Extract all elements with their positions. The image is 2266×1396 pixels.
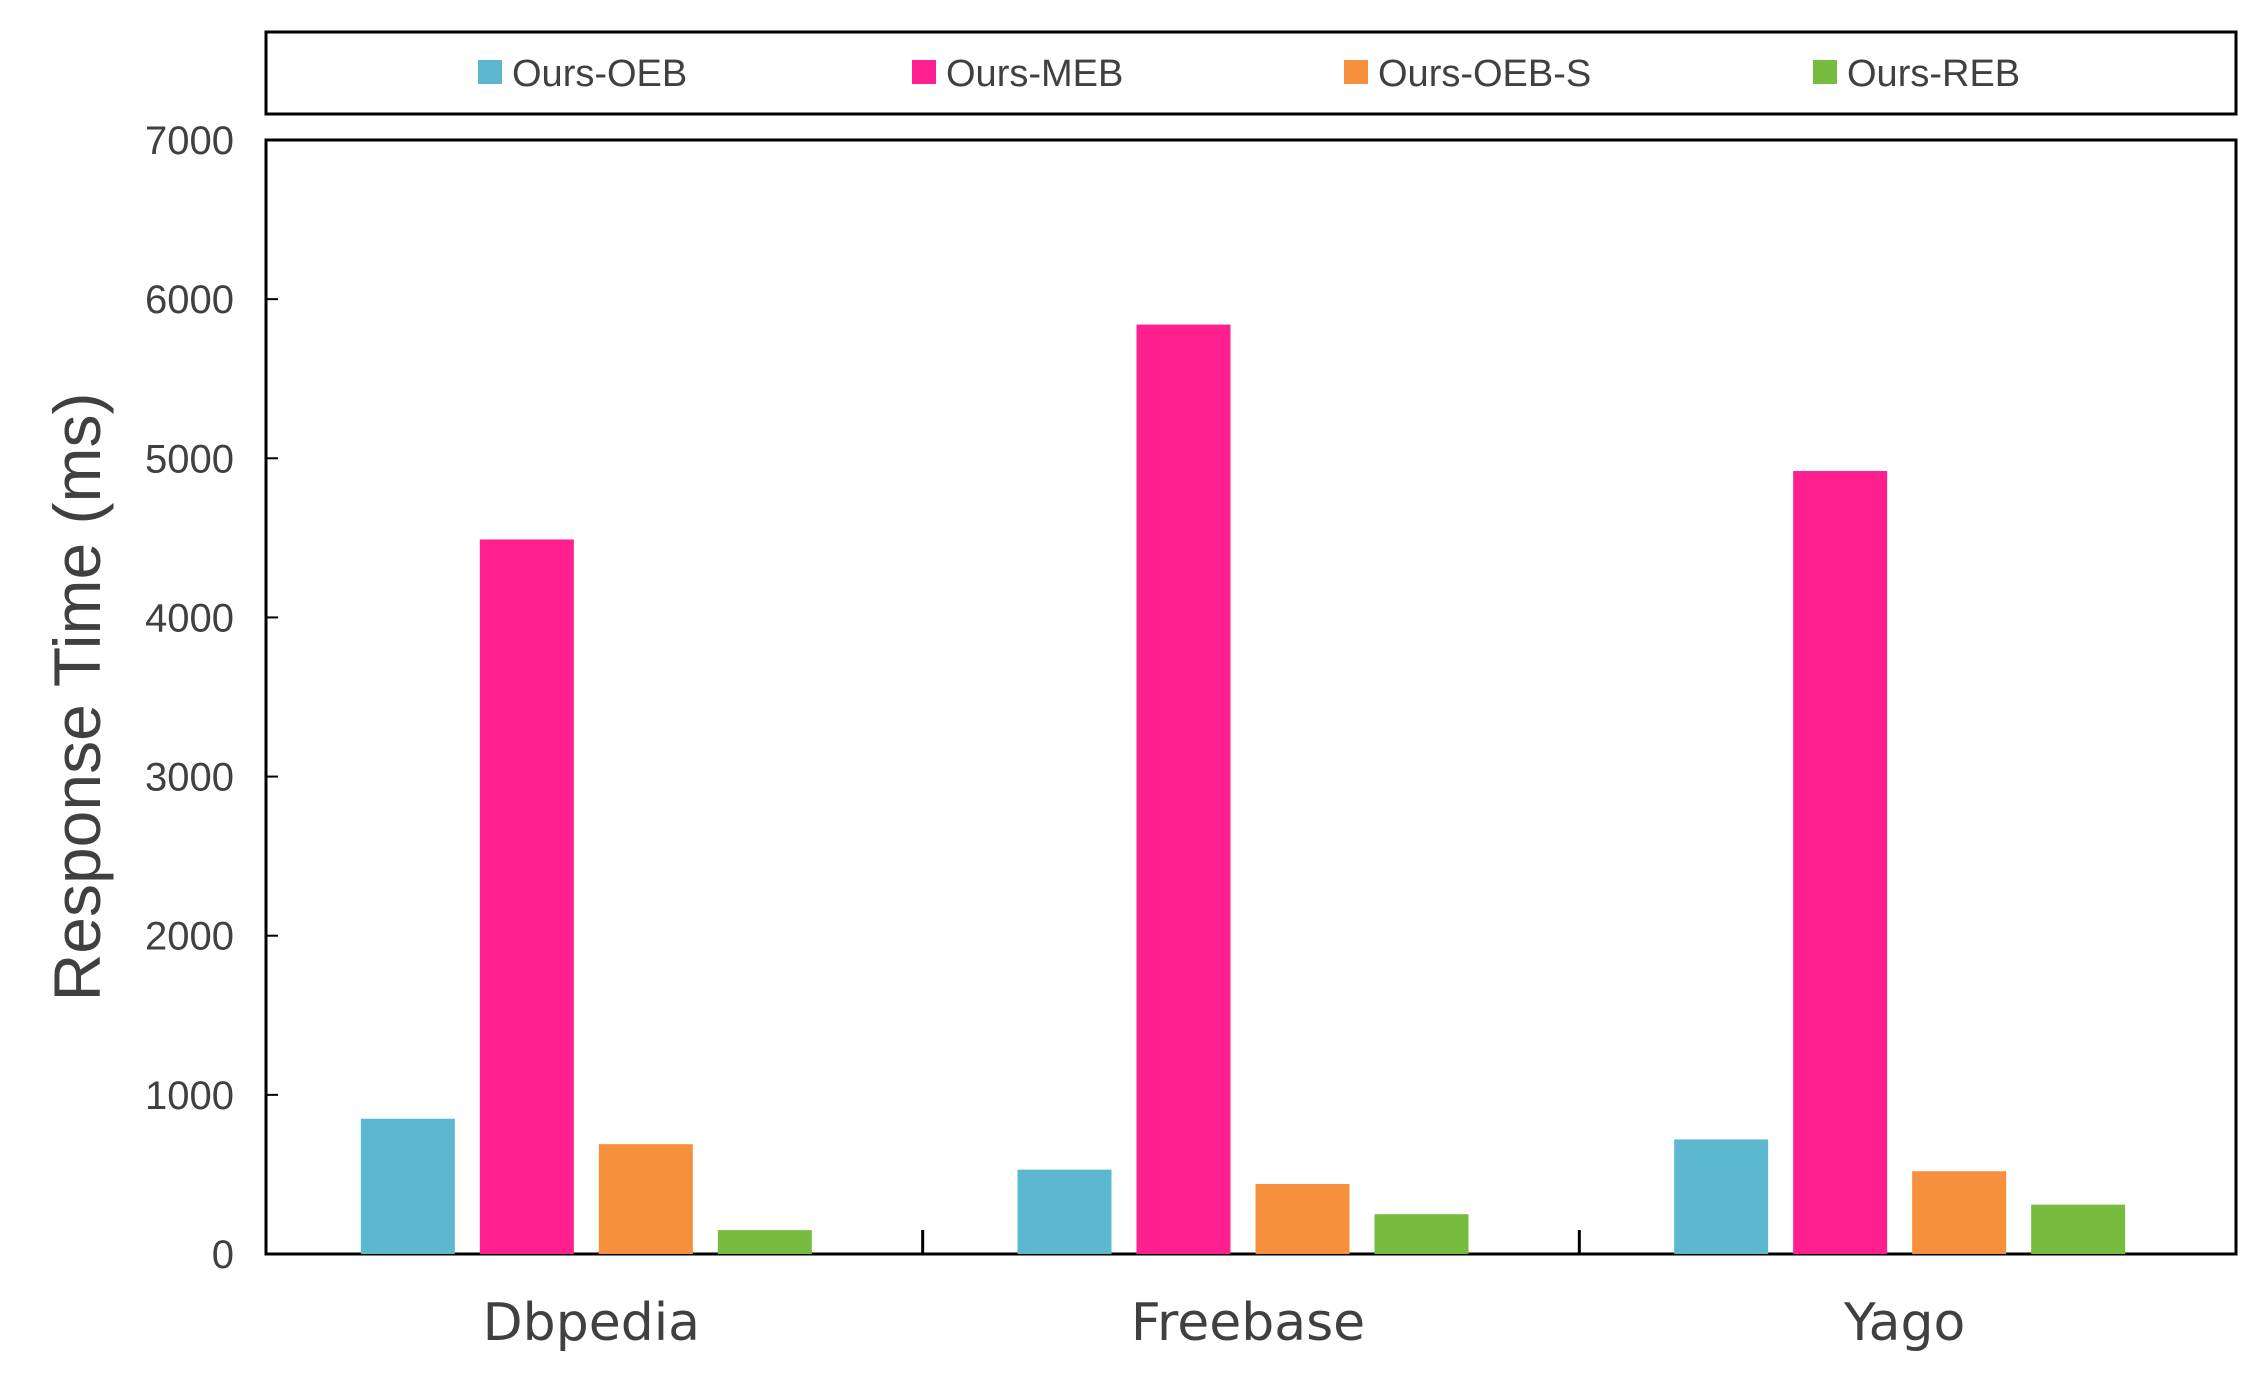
legend-swatch bbox=[1813, 60, 1837, 84]
y-tick-label: 1000 bbox=[145, 1074, 234, 1118]
y-tick-label: 3000 bbox=[145, 756, 234, 800]
bar-ours-reb-dbpedia bbox=[717, 1230, 812, 1254]
legend: Ours-OEB Ours-MEB Ours-OEB-S Ours-REB bbox=[264, 30, 2238, 116]
axes: 0 1000 2000 3000 4000 5000 6000 7000 Dbpedia Free… bbox=[145, 119, 1965, 1353]
y-tick-label: 5000 bbox=[145, 437, 234, 481]
y-tick-label: 2000 bbox=[145, 915, 234, 959]
y-tick-label: 4000 bbox=[145, 596, 234, 640]
plot-frame bbox=[264, 138, 2238, 1256]
x-category-label: Dbpedia bbox=[483, 1293, 700, 1353]
legend-label: Ours-REB bbox=[1847, 53, 2020, 95]
legend-swatch bbox=[1344, 60, 1368, 84]
legend-label: Ours-OEB-S bbox=[1378, 53, 1591, 95]
bar-ours-oeb-yago bbox=[1674, 1139, 1769, 1254]
y-tick-label: 7000 bbox=[145, 119, 234, 163]
bar-ours-meb-yago bbox=[1793, 471, 1888, 1254]
bar-ours-meb-dbpedia bbox=[479, 539, 574, 1254]
plot-area bbox=[264, 138, 2238, 1256]
x-category-label: Yago bbox=[1843, 1293, 1965, 1353]
legend-label: Ours-OEB bbox=[512, 53, 687, 95]
bar-ours-oeb-s-yago bbox=[1912, 1171, 2007, 1254]
bar-ours-oeb-freebase bbox=[1017, 1169, 1112, 1254]
legend-swatch bbox=[478, 60, 502, 84]
bar-ours-meb-freebase bbox=[1136, 324, 1231, 1254]
legend-swatch bbox=[912, 60, 936, 84]
legend-box bbox=[264, 30, 2238, 116]
bar-ours-oeb-dbpedia bbox=[360, 1118, 455, 1254]
y-tick-label: 6000 bbox=[145, 278, 234, 322]
bar-ours-oeb-s-freebase bbox=[1255, 1183, 1350, 1254]
bars bbox=[360, 324, 2126, 1254]
bar-ours-oeb-s-dbpedia bbox=[598, 1144, 693, 1254]
legend-label: Ours-MEB bbox=[946, 53, 1123, 95]
x-category-label: Freebase bbox=[1131, 1293, 1365, 1353]
bar-ours-reb-freebase bbox=[1374, 1214, 1469, 1254]
bar-ours-reb-yago bbox=[2031, 1204, 2126, 1254]
y-axis-title: Response Time (ms) bbox=[40, 393, 114, 1002]
y-tick-label: 0 bbox=[212, 1233, 234, 1277]
